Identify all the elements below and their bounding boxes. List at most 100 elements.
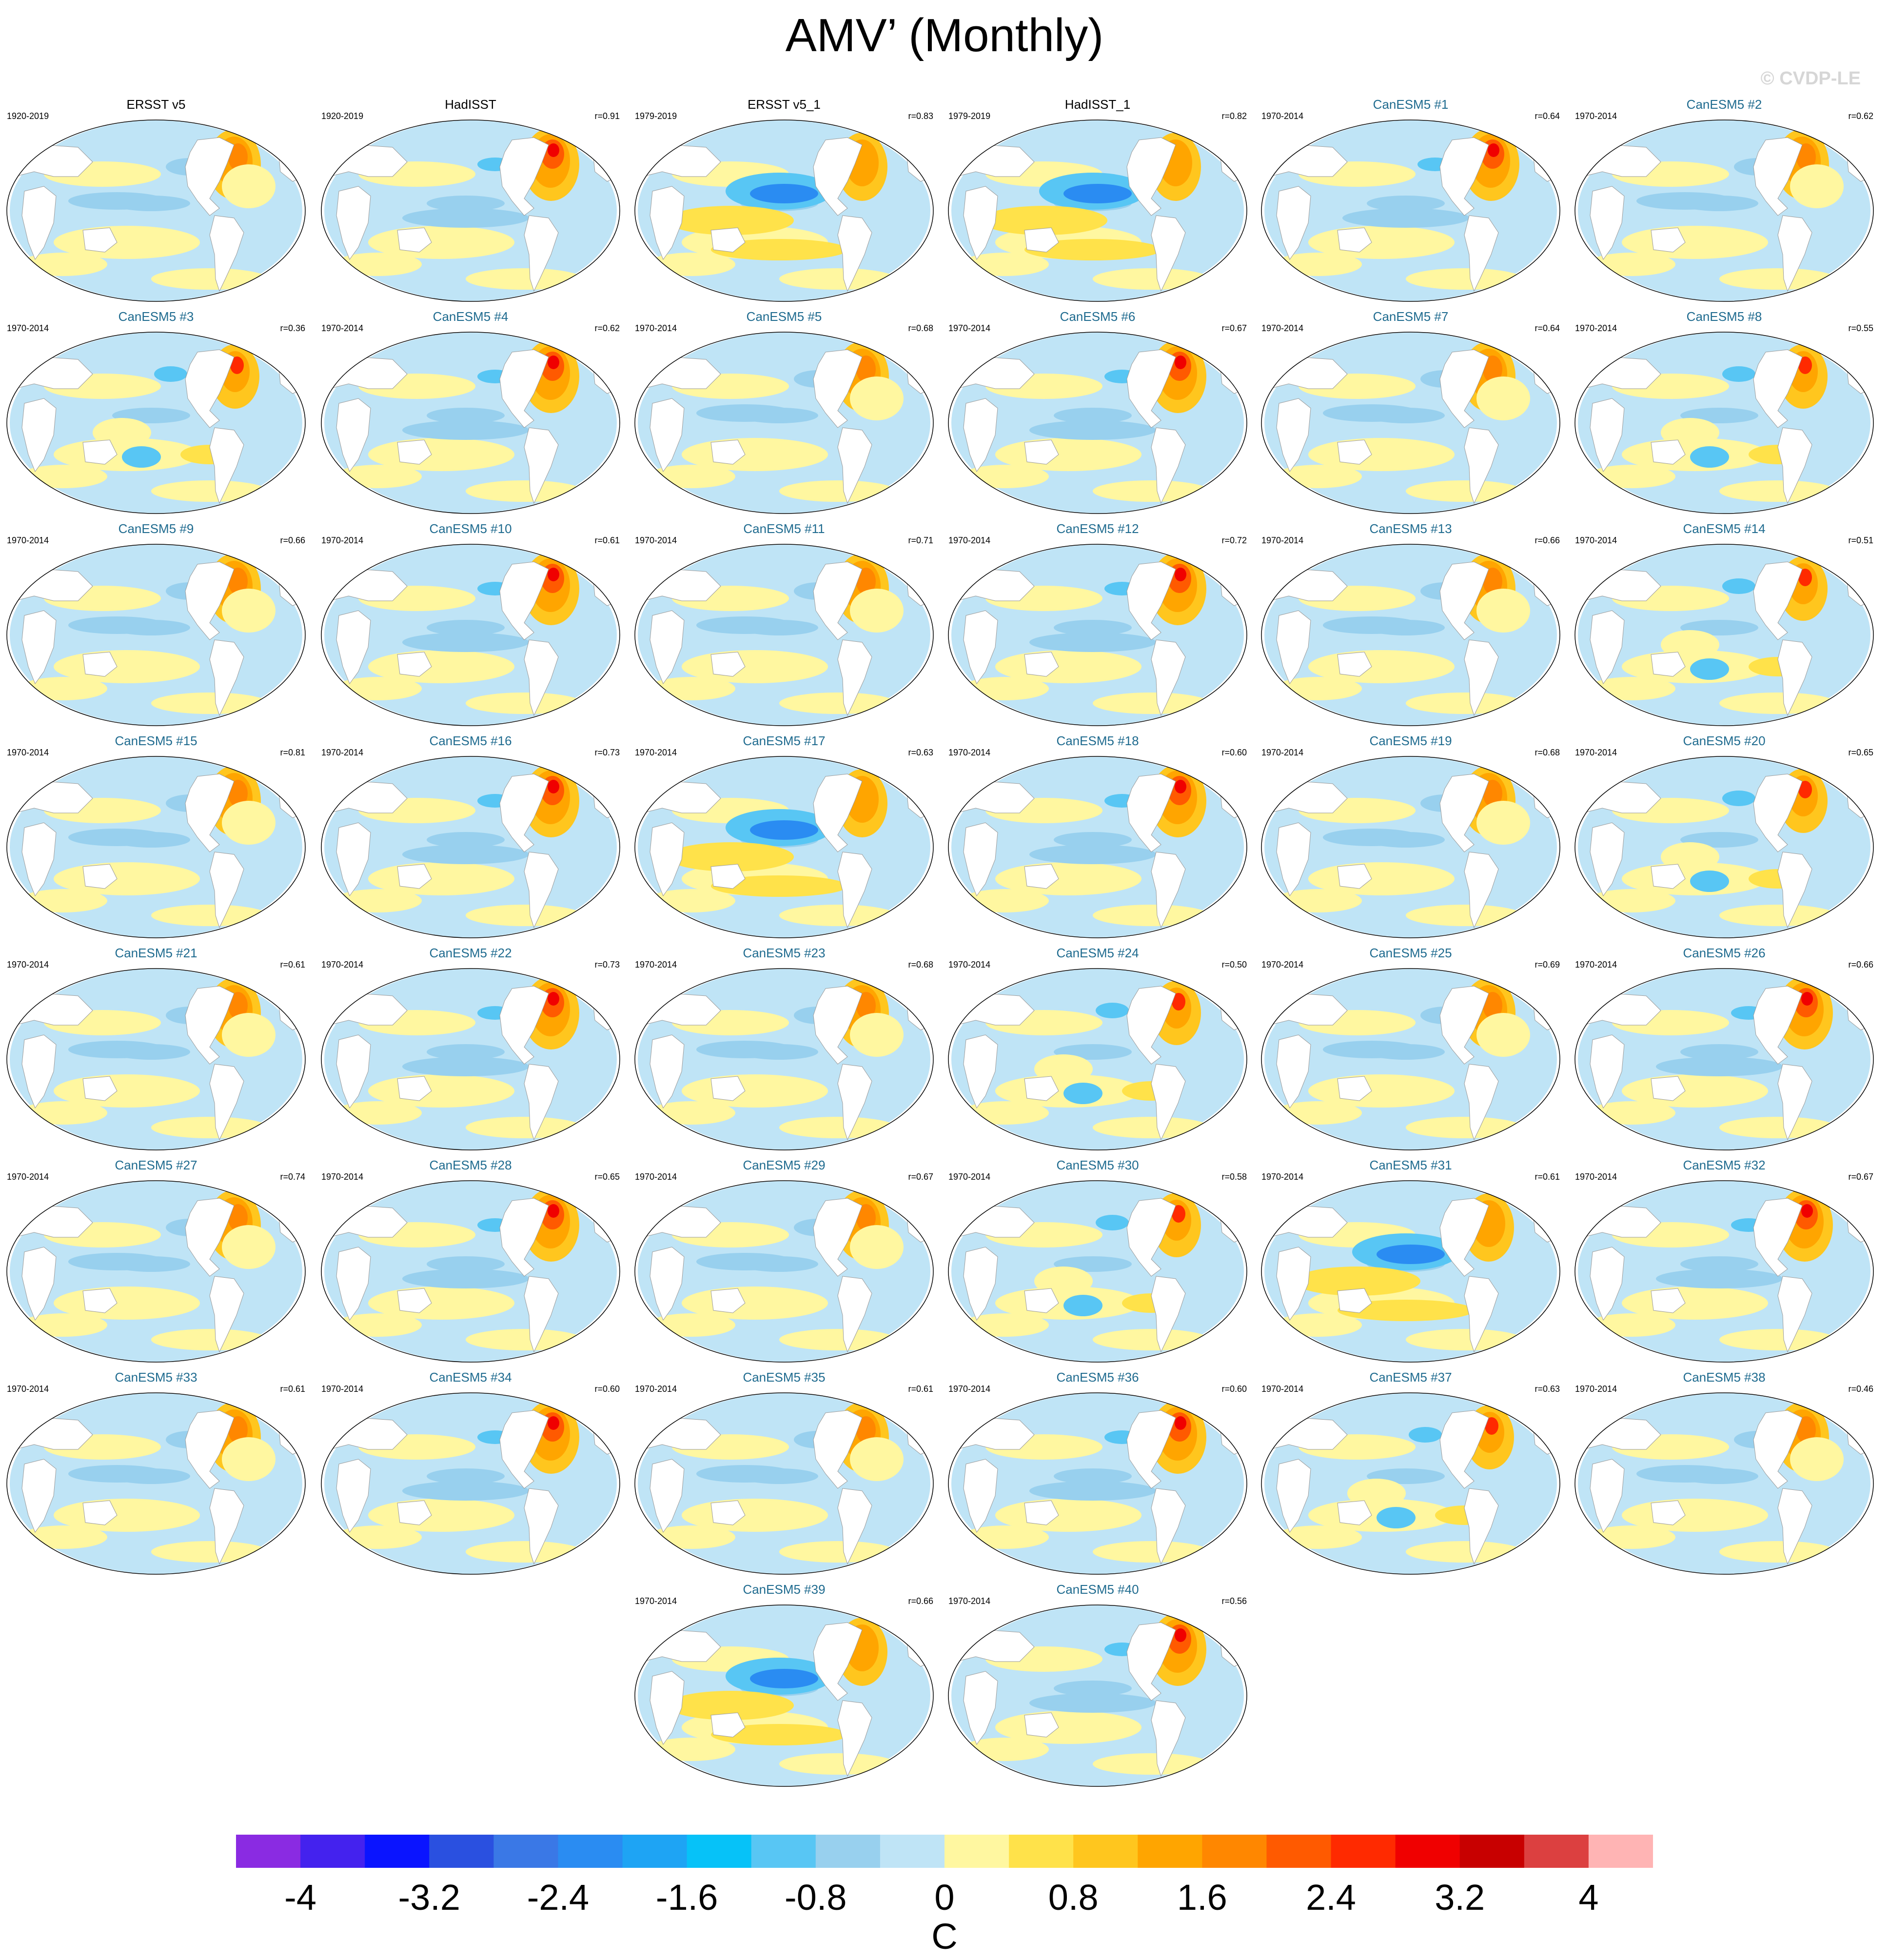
sst-anomaly-region: [1719, 1329, 1836, 1350]
sst-anomaly-region: [427, 408, 505, 423]
land-mask: [1151, 1700, 1186, 1777]
land-mask: [1651, 1500, 1686, 1525]
colorbar-tick-label: -2.4: [527, 1877, 590, 1918]
sst-anomaly-region: [1406, 693, 1523, 714]
colorbar-bin: [493, 1835, 559, 1868]
sst-map: [6, 544, 306, 726]
panel-period: 1970-2014: [948, 535, 991, 545]
sst-map: [948, 1604, 1247, 1787]
land-mask: [649, 1034, 685, 1109]
panel-period: 1970-2014: [635, 1384, 677, 1394]
sst-anomaly-region: [151, 905, 268, 926]
land-mask: [209, 1276, 244, 1353]
panel-title: CanESM5 #12: [1056, 521, 1139, 536]
land-mask: [963, 186, 998, 260]
map-panel: CanESM5 #1 1970-2014 r=0.64: [1255, 98, 1567, 305]
land-mask: [1337, 227, 1372, 253]
colorbar-tick-label: -1.6: [655, 1877, 718, 1918]
land-mask: [1276, 1459, 1311, 1533]
globe-outline: [1574, 756, 1874, 938]
land-mask: [324, 1417, 408, 1450]
sst-anomaly-region: [779, 480, 896, 502]
land-mask: [336, 1459, 371, 1533]
land-mask: [336, 1034, 371, 1109]
land-mask: [710, 439, 746, 465]
land-mask: [185, 137, 235, 216]
sst-map: [634, 544, 934, 726]
sst-anomaly-region: [648, 1313, 735, 1337]
globe-outline: [6, 968, 306, 1150]
land-mask: [1777, 1276, 1812, 1353]
map-panel: CanESM5 #34 1970-2014 r=0.60: [315, 1370, 627, 1578]
sst-anomaly-region: [779, 1329, 896, 1350]
land-mask: [1024, 864, 1059, 889]
sst-anomaly-region: [1796, 143, 1816, 171]
land-mask: [397, 652, 432, 677]
panel-title: CanESM5 #35: [743, 1370, 826, 1385]
sst-anomaly-region: [20, 465, 107, 488]
globe-outline: [1574, 968, 1874, 1150]
panel-period: 1970-2014: [321, 748, 364, 757]
sst-anomaly-region: [1796, 1416, 1816, 1444]
sst-anomaly-region: [427, 196, 505, 211]
land-mask: [649, 1459, 685, 1533]
land-mask: [209, 215, 244, 292]
panel-correlation: r=0.61: [1535, 1172, 1560, 1182]
sst-anomaly-region: [1377, 1245, 1445, 1264]
land-mask: [524, 1064, 559, 1141]
sst-anomaly-region: [334, 465, 422, 488]
map-panel: CanESM5 #35 1970-2014 r=0.61: [628, 1370, 940, 1578]
sst-anomaly-region: [466, 1541, 583, 1563]
land-mask: [1024, 439, 1059, 465]
land-mask: [185, 349, 235, 428]
panel-correlation: r=0.56: [1221, 1596, 1247, 1606]
sst-anomaly-region: [1588, 1101, 1675, 1125]
panel-correlation: r=0.63: [908, 748, 933, 757]
globe-outline: [1261, 332, 1560, 514]
sst-anomaly-region: [961, 1738, 1049, 1761]
sst-map: [6, 332, 306, 514]
globe-outline: [6, 1180, 306, 1363]
panel-period: 1970-2014: [1261, 1384, 1304, 1394]
land-mask: [813, 1198, 863, 1277]
sst-anomaly-region: [228, 780, 248, 807]
sst-anomaly-region: [667, 1691, 794, 1720]
sst-anomaly-region: [1483, 568, 1502, 595]
sst-anomaly-region: [1588, 889, 1675, 912]
land-mask: [209, 1488, 244, 1565]
sst-anomaly-region: [1274, 889, 1362, 912]
land-mask: [1753, 773, 1803, 852]
panel-correlation: r=0.62: [1848, 111, 1873, 121]
panel-period: 1970-2014: [635, 323, 677, 333]
sst-anomaly-region: [1798, 356, 1812, 374]
sst-map: [6, 756, 306, 938]
sst-anomaly-region: [1488, 143, 1499, 157]
sst-anomaly-region: [1485, 1417, 1498, 1435]
panel-correlation: r=0.64: [1535, 323, 1560, 333]
land-mask: [524, 851, 559, 929]
sst-anomaly-region: [1656, 1269, 1783, 1288]
globe-outline: [948, 756, 1247, 938]
panel-period: 1970-2014: [635, 1596, 677, 1606]
map-panel: CanESM5 #23 1970-2014 r=0.68: [628, 946, 940, 1153]
panel-period: 1920-2019: [7, 111, 49, 121]
land-mask: [1651, 1076, 1686, 1101]
colorbar-bin: [1395, 1835, 1460, 1868]
land-mask: [1439, 561, 1489, 640]
colorbar-bin: [1331, 1835, 1396, 1868]
land-mask: [1464, 851, 1499, 929]
sst-anomaly-region: [20, 253, 107, 276]
panel-correlation: r=0.67: [1221, 323, 1247, 333]
globe-outline: [1261, 756, 1560, 938]
map-panel: CanESM5 #2 1970-2014 r=0.62: [1568, 98, 1880, 305]
sst-anomaly-region: [856, 992, 876, 1019]
panel-title: CanESM5 #15: [115, 733, 197, 748]
land-mask: [649, 822, 685, 897]
land-mask: [813, 561, 863, 640]
sst-map: [1261, 544, 1560, 726]
sst-anomaly-region: [1680, 1256, 1758, 1272]
sst-anomaly-region: [334, 1313, 422, 1337]
colorbar-bin: [429, 1835, 494, 1868]
sst-anomaly-region: [667, 842, 794, 871]
sst-anomaly-region: [1024, 239, 1161, 260]
